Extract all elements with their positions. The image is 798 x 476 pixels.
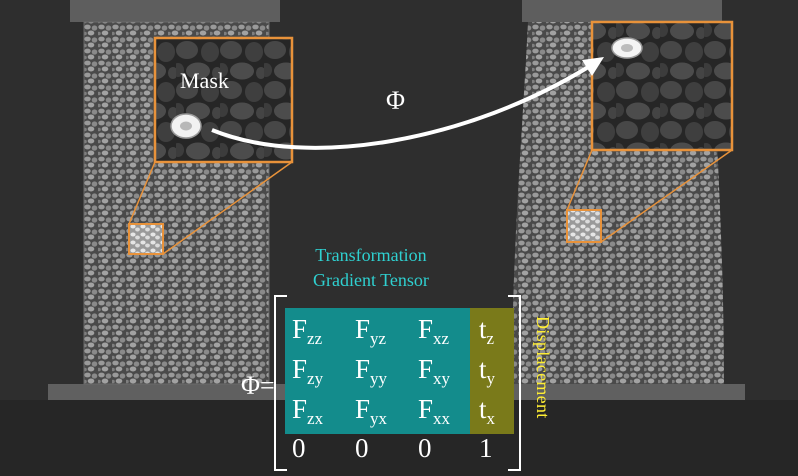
matrix-cell-symbol: F [418,314,434,344]
zoom-line-right-2 [600,149,733,243]
matrix-cell-symbol: F [292,314,308,344]
matrix-cell-r1-c1: Fzz [292,309,350,349]
matrix-cell-subscript: zz [307,329,323,348]
matrix-cell-symbol: t [479,394,487,424]
matrix-cell-subscript: xx [433,409,451,428]
matrix-cell-r3-c2: Fyx [355,389,413,429]
upper-platen-right [522,0,722,22]
matrix-cell-subscript: yy [370,369,388,388]
matrix-cell-subscript: xz [433,329,450,348]
zoom-inset-deformed [590,20,734,152]
matrix-cell-symbol: 0 [355,433,369,463]
lower-platen-left [48,384,293,400]
matrix-cell-r2-c4: ty [479,349,537,389]
matrix-cell-r2-c1: Fzy [292,349,350,389]
matrix-cell-symbol: F [355,354,371,384]
matrix-bracket-left [274,295,287,471]
matrix-cell-subscript: yx [370,409,388,428]
phi-arrow-label: Φ [386,86,406,115]
matrix-cell-r4-c2: 0 [355,428,413,468]
matrix-cell-r4-c3: 0 [418,428,476,468]
matrix-cell-r3-c1: Fzx [292,389,350,429]
matrix-cell-subscript: xy [433,369,451,388]
matrix-cell-symbol: F [418,354,434,384]
matrix-cell-subscript: x [486,409,496,428]
tensor-label-line2: Gradient Tensor [313,270,429,290]
transformation-arrow-head [582,57,604,76]
matrix-cell-symbol: F [355,394,371,424]
roi-box-reference [128,223,164,255]
matrix-cell-r1-c3: Fxz [418,309,476,349]
lower-platen-right [500,384,745,400]
masked-grain-deformed-core [621,44,633,52]
matrix-cell-symbol: t [479,354,487,384]
matrix-cell-symbol: F [355,314,371,344]
transformation-arrow [211,64,592,150]
matrix-cell-symbol: t [479,314,487,344]
zoom-line-left-1 [128,161,156,225]
gradient-tensor-block [285,308,470,434]
mask-label: Mask [180,68,229,93]
matrix-cell-r2-c3: Fxy [418,349,476,389]
matrix-cell-r1-c4: tz [479,309,537,349]
matrix-cell-symbol: 0 [418,433,432,463]
tensor-label-line1: Transformation [315,245,427,265]
phi-equals-label: Φ= [241,371,275,400]
roi-box-deformed [566,209,602,243]
matrix-cell-subscript: yz [370,329,387,348]
masked-grain-reference-core [180,121,192,131]
matrix-cell-symbol: 1 [479,433,493,463]
matrix-cell-r2-c2: Fyy [355,349,413,389]
matrix-cell-subscript: zx [307,409,324,428]
matrix-cell-r3-c4: tx [479,389,537,429]
matrix-cell-symbol: F [292,354,308,384]
matrix-cell-subscript: z [486,329,495,348]
matrix-cell-r4-c4: 1 [479,428,537,468]
tensor-label: Transformation Gradient Tensor [313,243,429,293]
matrix-cell-subscript: zy [307,369,324,388]
zoom-line-right-1 [566,149,593,211]
zoom-line-left-2 [162,161,293,255]
matrix-cell-symbol: F [418,394,434,424]
matrix-bracket-right [508,295,521,471]
matrix-cell-r4-c1: 0 [292,428,350,468]
matrix-cell-r3-c3: Fxx [418,389,476,429]
specimen-reference-edge [83,21,270,385]
matrix-cell-symbol: 0 [292,433,306,463]
upper-platen-left [70,0,280,22]
matrix-cell-r1-c2: Fyz [355,309,413,349]
displacement-block [470,308,514,434]
displacement-label: Displacement [533,316,553,419]
matrix-cell-subscript: y [486,369,496,388]
matrix-cell-symbol: F [292,394,308,424]
zoom-inset-reference [153,36,294,164]
